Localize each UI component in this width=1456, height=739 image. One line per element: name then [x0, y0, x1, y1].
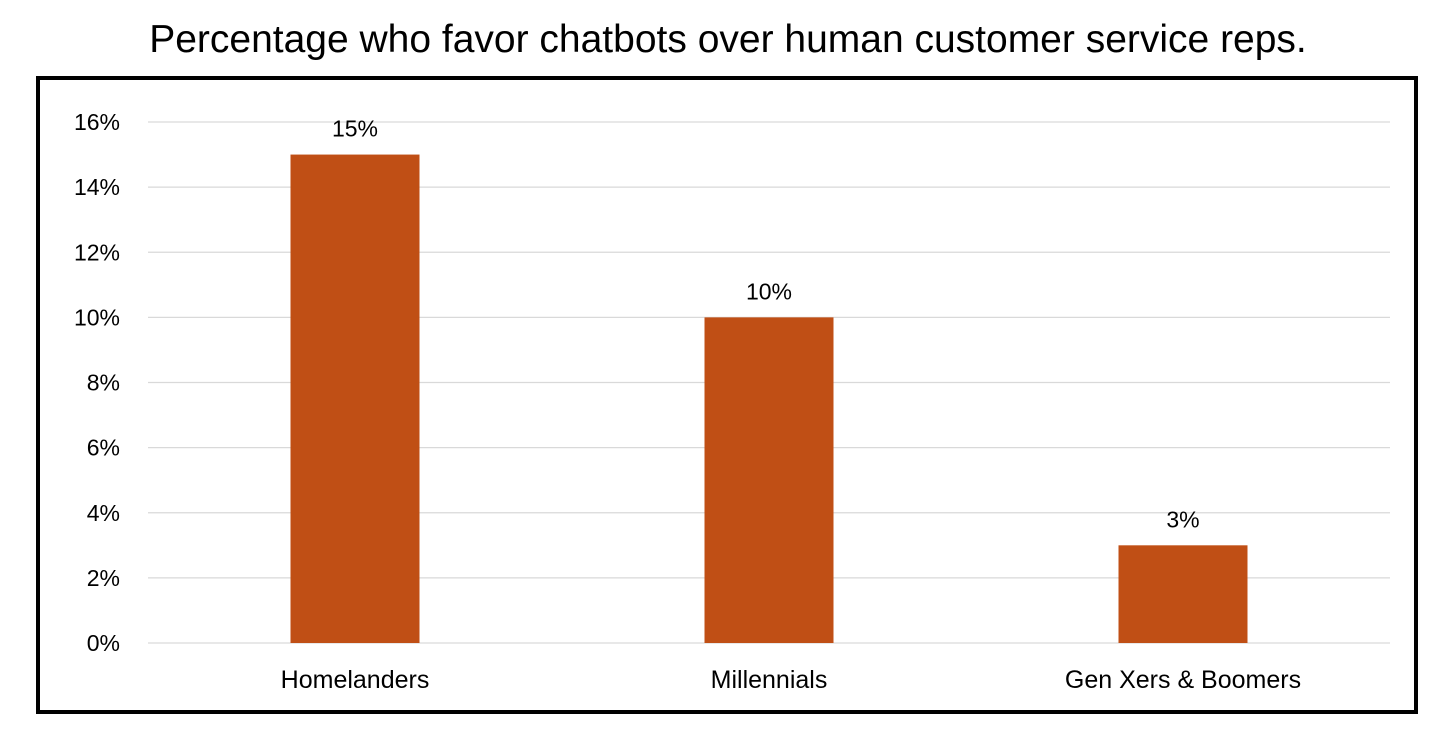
y-tick-label: 14%: [74, 174, 120, 200]
y-tick-label: 4%: [87, 500, 120, 526]
y-tick-label: 10%: [74, 304, 120, 330]
y-tick-label: 0%: [87, 630, 120, 656]
x-tick-label: Gen Xers & Boomers: [1065, 666, 1301, 694]
y-tick-label: 12%: [74, 239, 120, 265]
x-tick-label: Homelanders: [281, 666, 430, 694]
bar: [1118, 545, 1248, 643]
chart-title: Percentage who favor chatbots over human…: [149, 18, 1307, 61]
x-tick-label: Millennials: [711, 666, 828, 694]
y-tick-label: 8%: [87, 370, 120, 396]
data-label: 3%: [1166, 506, 1199, 532]
y-tick-label: 2%: [87, 565, 120, 591]
data-label: 10%: [746, 278, 792, 304]
data-label: 15%: [332, 116, 378, 142]
y-tick-label: 16%: [74, 109, 120, 135]
y-tick-label: 6%: [87, 435, 120, 461]
bar: [290, 154, 420, 643]
bar: [704, 317, 834, 643]
